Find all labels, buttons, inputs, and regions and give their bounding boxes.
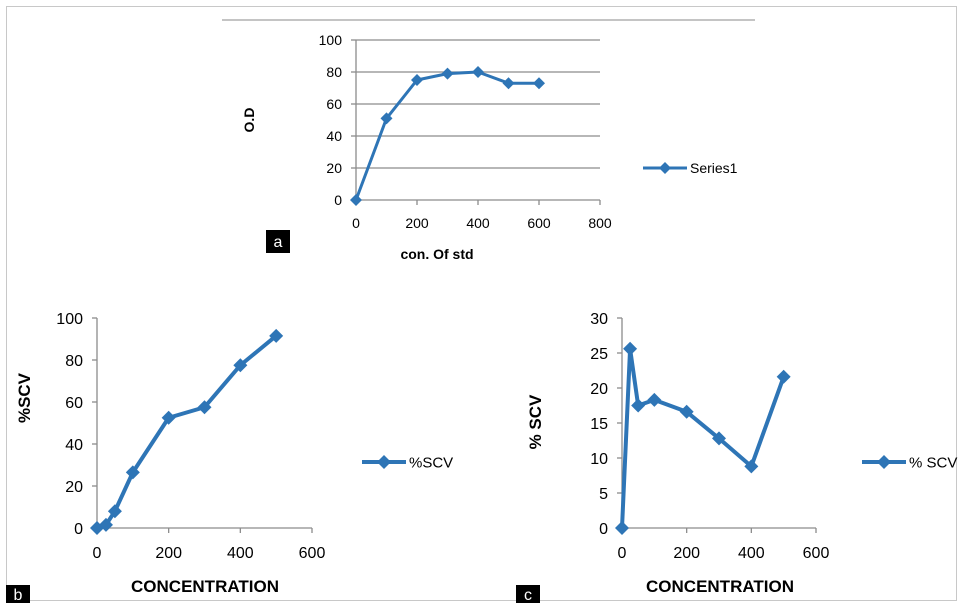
y-tick-label: 60: [65, 395, 83, 412]
y-tick-label: 15: [590, 416, 608, 433]
x-tick-label: 400: [227, 545, 254, 562]
panel-tag-b-label: b: [14, 587, 23, 603]
legend-marker: [659, 162, 671, 174]
data-point: [380, 112, 393, 125]
data-point: [125, 465, 140, 480]
y-tick-label: 0: [74, 521, 83, 538]
data-point: [647, 392, 662, 407]
x-tick-label: 0: [93, 545, 102, 562]
y-tick-label: 20: [326, 160, 342, 176]
x-tick-label: 0: [618, 545, 627, 562]
y-tick-label: 60: [326, 96, 342, 112]
data-point: [533, 77, 545, 90]
chart-c: 0 5 10 15 20 25 30 0 200 400 600 CONCENTRATION % SCV…: [526, 311, 957, 596]
data-point: [679, 404, 694, 419]
figure-border: [6, 6, 957, 601]
legend: Series1: [643, 160, 738, 176]
x-axis-title: con. Of std: [400, 246, 473, 262]
x-tick-label: 0: [352, 215, 360, 231]
data-point: [269, 328, 284, 343]
chart-b: 0 20 40 60 80 100 0 200 400 600 CONCENTRATION %SCV%…: [15, 311, 453, 596]
x-tick-label: 200: [405, 215, 429, 231]
y-axis-title: %SCV: [15, 372, 34, 423]
y-tick-label: 40: [65, 437, 83, 454]
data-point: [233, 358, 248, 373]
legend-marker: [877, 455, 891, 469]
legend-marker: [377, 455, 391, 469]
data-point: [623, 341, 638, 356]
y-tick-label: 0: [599, 521, 608, 538]
data-point: [350, 194, 362, 206]
legend-label: %SCV: [409, 454, 453, 471]
panel-tag-b: b: [6, 585, 30, 603]
data-point: [161, 410, 176, 425]
x-tick-label: 200: [673, 545, 700, 562]
chart-a: 0 20 40 60 80 100 0 200 400 600 800 con. Of std O.D S…: [241, 32, 738, 262]
data-point: [197, 400, 212, 415]
panel-tag-a-label: a: [274, 234, 283, 251]
data-point: [631, 398, 646, 413]
y-tick-label: 10: [590, 451, 608, 468]
series-line: [96, 334, 278, 530]
data-point: [615, 521, 629, 535]
y-tick-label: 100: [56, 311, 83, 328]
y-tick-label: 30: [590, 311, 608, 328]
data-point: [411, 74, 423, 86]
data-point: [98, 517, 113, 532]
x-tick-label: 400: [466, 215, 490, 231]
y-tick-label: 80: [326, 64, 342, 80]
y-tick-label: 100: [319, 32, 343, 48]
data-point: [107, 504, 122, 519]
y-tick-label: 20: [65, 479, 83, 496]
data-point: [502, 77, 515, 90]
y-tick-label: 0: [334, 192, 342, 208]
y-axis-title: % SCV: [526, 394, 545, 449]
x-tick-label: 600: [299, 545, 326, 562]
legend-label: Series1: [690, 160, 738, 176]
panel-tag-a: a: [266, 230, 290, 253]
legend: % SCV: [862, 454, 957, 471]
panel-tag-c-label: c: [524, 587, 532, 603]
x-tick-label: 200: [155, 545, 182, 562]
y-tick-label: 20: [590, 381, 608, 398]
data-point: [712, 431, 726, 446]
y-tick-label: 25: [590, 346, 608, 363]
x-axis-title: CONCENTRATION: [131, 577, 279, 596]
data-point: [744, 459, 759, 474]
data-point: [472, 66, 484, 78]
panel-tag-c: c: [516, 585, 540, 603]
series-line: [620, 346, 786, 529]
x-tick-label: 400: [738, 545, 765, 562]
y-axis-title: O.D: [241, 108, 257, 133]
x-tick-label: 800: [588, 215, 612, 231]
y-tick-label: 5: [599, 486, 608, 503]
data-point: [441, 67, 454, 80]
y-tick-label: 80: [65, 353, 83, 370]
legend: %SCV: [362, 454, 453, 471]
x-tick-label: 600: [803, 545, 830, 562]
x-tick-label: 600: [527, 215, 551, 231]
data-point: [776, 369, 791, 384]
y-tick-label: 40: [326, 128, 342, 144]
legend-label: % SCV: [909, 454, 957, 471]
x-axis-title: CONCENTRATION: [646, 577, 794, 596]
